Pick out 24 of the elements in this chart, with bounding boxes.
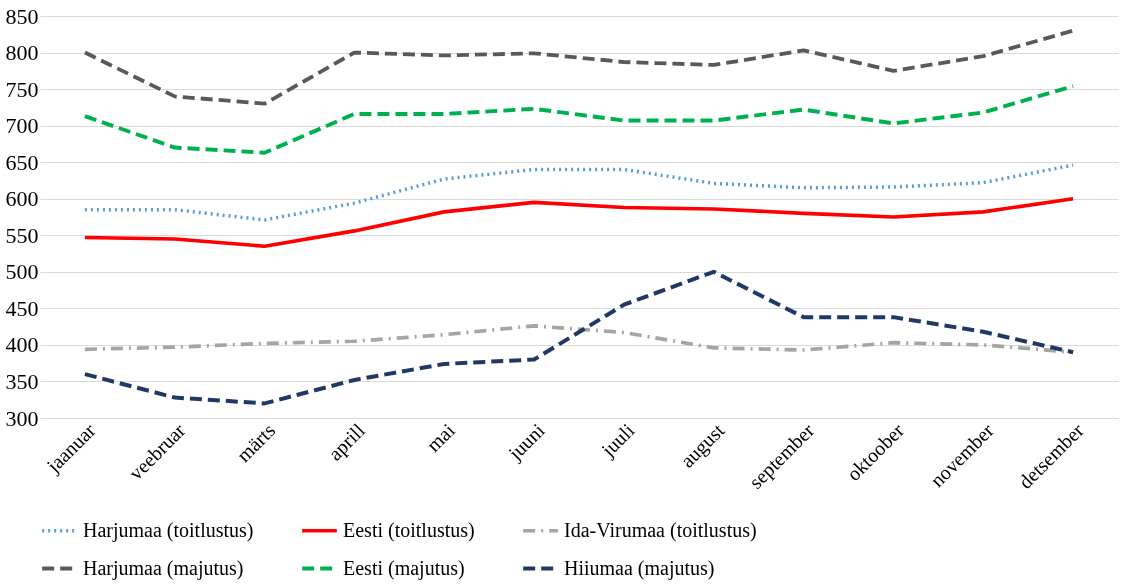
y-tick-label: 400 (5, 332, 39, 358)
legend-label: Eesti (toitlustus) (343, 518, 475, 542)
y-tick-label: 350 (5, 368, 39, 394)
line-series (83, 196, 1075, 249)
legend-label: Harjumaa (toitlustus) (83, 518, 254, 542)
line-series (83, 163, 1075, 222)
line-series (83, 28, 1075, 106)
y-tick-label: 800 (5, 40, 39, 66)
y-tick-label: 600 (5, 186, 39, 212)
y-tick-label: 450 (5, 295, 39, 321)
legend-label: Ida-Virumaa (toitlustus) (564, 518, 757, 542)
y-tick-label: 550 (5, 222, 39, 248)
x-tick-label: mai (422, 418, 460, 456)
line-series (82, 84, 1076, 155)
y-tick-label: 750 (5, 76, 39, 102)
y-tick-label: 650 (5, 149, 39, 175)
legend-label: Harjumaa (majutus) (83, 556, 244, 580)
legend-label: Eesti (majutus) (343, 556, 465, 580)
y-tick-label: 300 (5, 405, 39, 431)
line-series (82, 269, 1076, 406)
y-tick-label: 850 (5, 3, 39, 29)
y-tick-label: 500 (5, 259, 39, 285)
legend-label: Hiiumaa (majutus) (564, 556, 715, 580)
y-tick-label: 700 (5, 113, 39, 139)
